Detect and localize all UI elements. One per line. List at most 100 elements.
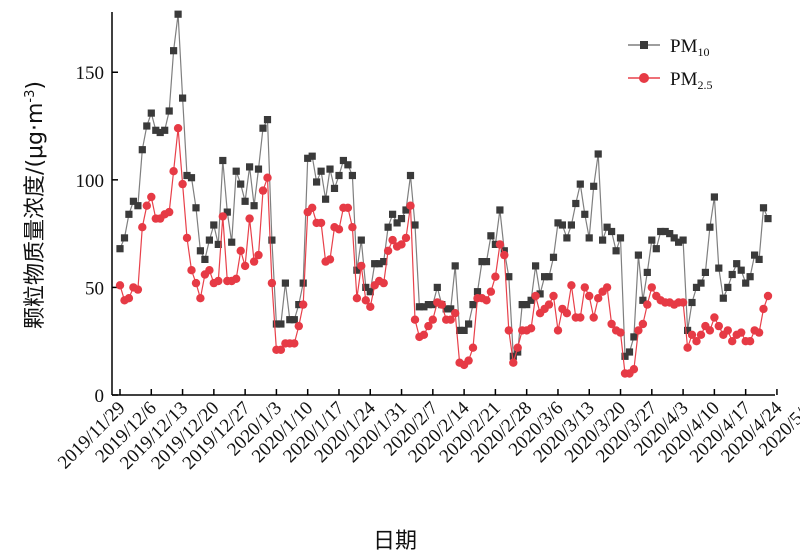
- point-pm10-122: [661, 227, 669, 236]
- point-pm10-89: [514, 348, 522, 356]
- point-pm25-112: [616, 328, 625, 337]
- point-pm10-61: [389, 210, 397, 218]
- legend-label-pm25-sub: 2.5: [697, 78, 712, 92]
- point-pm25-43: [308, 203, 317, 212]
- point-pm25-7: [147, 192, 156, 202]
- point-pm25-2: [124, 294, 134, 303]
- point-pm10-59: [380, 258, 388, 266]
- point-pm10-121: [657, 227, 665, 236]
- point-pm10-75: [451, 262, 459, 270]
- point-pm25-32: [258, 186, 268, 195]
- point-pm10-71: [433, 283, 441, 291]
- point-pm10-102: [572, 199, 580, 208]
- point-pm10-7: [147, 109, 155, 117]
- legend-item-pm10: PM10: [628, 36, 709, 59]
- point-pm10-84: [491, 240, 499, 248]
- point-pm25-100: [562, 309, 572, 318]
- point-pm10-16: [187, 174, 196, 182]
- point-pm10-79: [469, 301, 477, 309]
- legend-label-pm10-main: PM: [670, 36, 698, 57]
- point-pm10-12: [170, 47, 178, 55]
- point-pm10-97: [549, 253, 558, 261]
- point-pm10-8: [152, 126, 160, 134]
- point-pm10-92: [527, 296, 535, 304]
- point-pm10-31: [254, 165, 263, 173]
- point-pm10-46: [322, 195, 330, 203]
- point-pm25-72: [437, 300, 446, 309]
- point-pm25-106: [589, 313, 598, 322]
- point-pm25-88: [509, 358, 518, 367]
- point-pm10-78: [465, 320, 473, 328]
- point-pm10-69: [424, 301, 432, 309]
- point-pm10-74: [447, 305, 455, 313]
- point-pm10-101: [567, 221, 575, 229]
- point-pm10-136: [724, 283, 732, 291]
- point-pm10-40: [295, 301, 303, 309]
- point-pm10-28: [241, 197, 249, 205]
- point-pm25-101: [567, 281, 576, 290]
- point-pm25-115: [629, 365, 639, 374]
- point-pm10-9: [156, 128, 164, 137]
- point-pm25-75: [451, 309, 460, 318]
- point-pm10-68: [420, 303, 428, 311]
- point-pm10-124: [670, 234, 678, 242]
- point-pm10-83: [487, 232, 495, 240]
- point-pm25-51: [343, 203, 353, 212]
- point-pm10-60: [384, 223, 392, 231]
- point-pm10-80: [473, 288, 482, 296]
- point-pm10-21: [210, 221, 218, 229]
- point-pm10-116: [634, 251, 642, 259]
- point-pm10-134: [715, 264, 723, 272]
- point-pm10-37: [281, 279, 289, 287]
- point-pm25-116: [634, 326, 643, 335]
- point-pm25-89: [513, 343, 522, 352]
- point-pm10-22: [214, 240, 222, 248]
- point-pm10-10: [161, 126, 169, 134]
- x-ticks: 2019/11/292019/12/62019/12/132019/12/202…: [54, 389, 800, 474]
- point-pm10-65: [406, 171, 415, 180]
- point-pm10-63: [397, 215, 406, 223]
- point-pm25-104: [580, 283, 589, 292]
- point-pm10-109: [603, 223, 611, 231]
- point-pm10-103: [576, 180, 584, 188]
- point-pm10-67: [415, 303, 423, 311]
- point-pm25-134: [714, 321, 723, 331]
- point-pm10-140: [742, 279, 750, 287]
- point-pm10-93: [532, 262, 540, 270]
- point-pm10-23: [219, 156, 227, 165]
- point-pm10-66: [411, 221, 419, 229]
- point-pm10-56: [366, 288, 374, 296]
- point-pm10-44: [313, 178, 321, 186]
- point-pm25-53: [352, 294, 362, 303]
- point-pm10-82: [482, 258, 491, 266]
- point-pm10-98: [554, 219, 562, 227]
- point-pm10-91: [523, 301, 531, 309]
- point-pm25-145: [763, 291, 773, 301]
- point-pm10-117: [639, 296, 647, 304]
- point-pm10-29: [246, 163, 254, 171]
- legend-marker-pm25: [639, 73, 649, 83]
- point-pm25-78: [464, 356, 473, 365]
- point-pm10-112: [616, 234, 625, 242]
- point-pm25-13: [173, 124, 183, 133]
- point-pm10-86: [500, 247, 508, 255]
- point-pm10-51: [344, 161, 352, 169]
- point-pm10-142: [751, 251, 759, 259]
- point-pm10-36: [277, 320, 285, 328]
- point-pm25-41: [299, 300, 308, 309]
- point-pm10-26: [232, 167, 240, 175]
- point-pm10-18: [196, 247, 204, 255]
- point-pm25-70: [428, 315, 437, 324]
- point-pm10-1: [120, 234, 129, 242]
- point-pm25-28: [240, 261, 250, 271]
- point-pm25-30: [249, 257, 259, 266]
- point-pm10-145: [764, 215, 772, 223]
- point-pm25-26: [232, 274, 241, 283]
- point-pm10-0: [116, 245, 124, 253]
- point-pm10-126: [679, 236, 687, 244]
- point-pm25-36: [276, 345, 286, 354]
- point-pm25-130: [696, 330, 706, 339]
- point-pm25-127: [683, 343, 692, 352]
- point-pm25-96: [544, 300, 554, 309]
